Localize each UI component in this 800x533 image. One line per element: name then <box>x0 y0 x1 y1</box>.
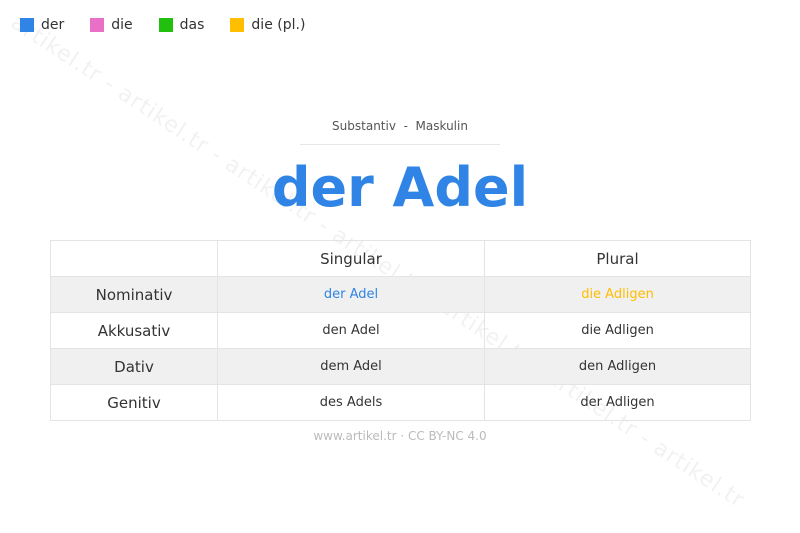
table-row: Dativ dem Adel den Adligen <box>50 348 751 385</box>
die-color-swatch <box>90 18 105 32</box>
gender-legend: der die das die (pl.) <box>20 17 331 33</box>
der-color-swatch <box>20 18 34 32</box>
table-header-row: Singular Plural <box>50 240 751 277</box>
header-cell <box>50 240 218 277</box>
header-singular: Singular <box>217 240 485 277</box>
legend-label: die <box>111 17 133 33</box>
singular-form: den Adel <box>217 312 485 349</box>
page-title: der Adel <box>271 156 529 219</box>
word-type: Substantiv - Maskulin <box>332 119 468 133</box>
plural-form: der Adligen <box>484 384 751 421</box>
table-row: Akkusativ den Adel die Adligen <box>50 312 751 349</box>
singular-form: der Adel <box>217 276 485 313</box>
plural-color-swatch <box>230 18 245 32</box>
legend-label: der <box>41 17 65 33</box>
legend-item-der: der <box>20 17 64 33</box>
case-label: Dativ <box>50 348 218 385</box>
das-color-swatch <box>158 18 173 32</box>
case-label: Akkusativ <box>50 312 218 349</box>
legend-item-die: die <box>90 17 133 33</box>
legend-item-plural: die (pl.) <box>230 17 305 33</box>
legend-label: das <box>179 17 205 33</box>
case-label: Genitiv <box>50 384 218 421</box>
legend-label: die (pl.) <box>251 17 306 33</box>
plural-form: die Adligen <box>484 312 751 349</box>
plural-form: die Adligen <box>484 276 751 313</box>
header-plural: Plural <box>484 240 751 277</box>
declension-table: Singular Plural Nominativ der Adel die A… <box>50 240 751 421</box>
table-row: Genitiv des Adels der Adligen <box>50 384 751 421</box>
singular-form: dem Adel <box>217 348 485 385</box>
table-row: Nominativ der Adel die Adligen <box>50 276 751 313</box>
case-label: Nominativ <box>50 276 218 313</box>
divider <box>300 144 500 145</box>
singular-form: des Adels <box>217 384 485 421</box>
plural-form: den Adligen <box>484 348 751 385</box>
legend-item-das: das <box>158 17 205 33</box>
footer-credit: www.artikel.tr · CC BY-NC 4.0 <box>313 429 487 443</box>
